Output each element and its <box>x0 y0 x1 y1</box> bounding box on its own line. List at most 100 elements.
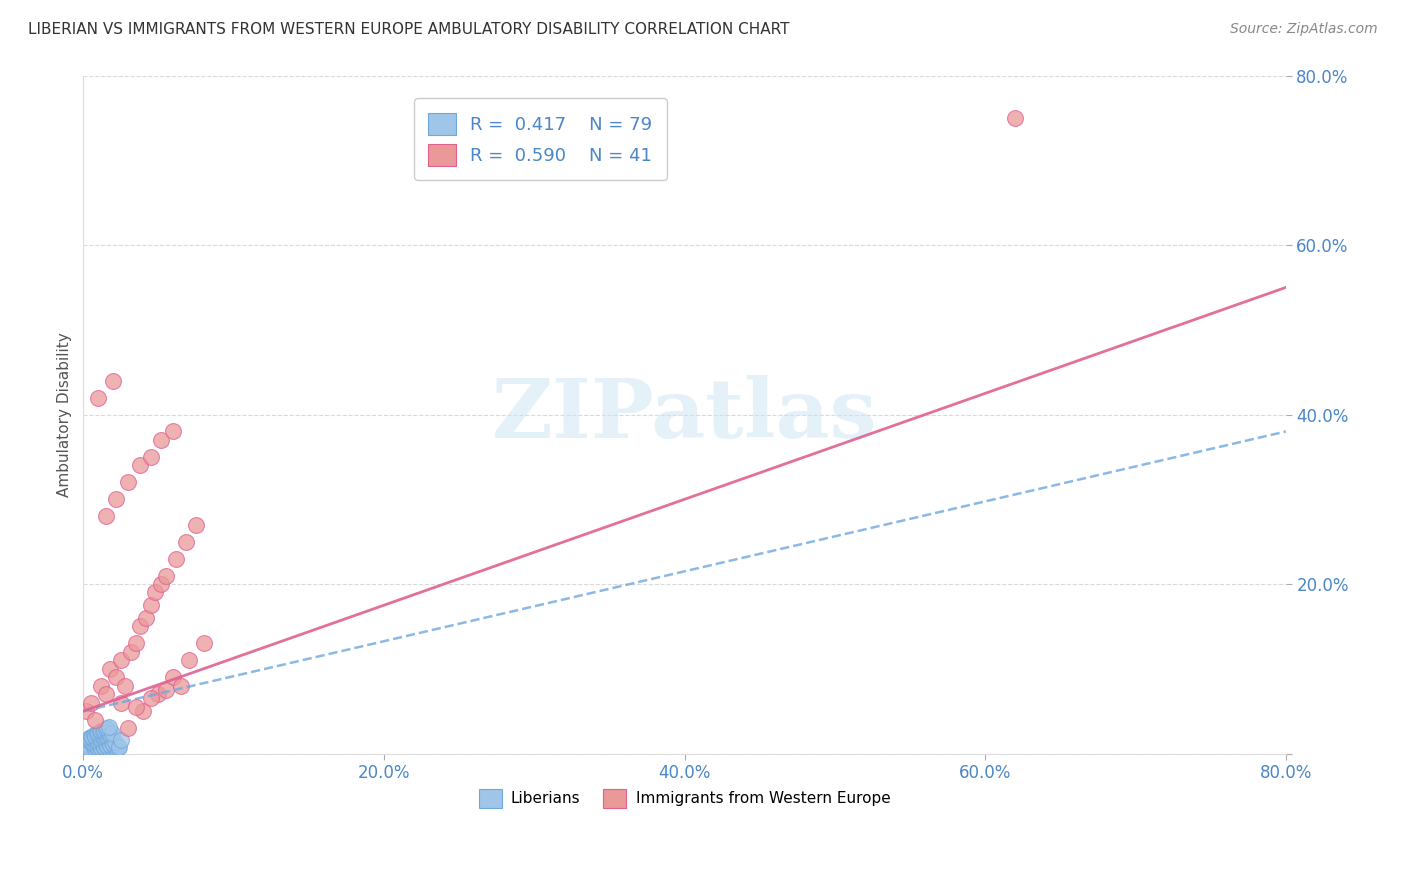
Legend: Liberians, Immigrants from Western Europe: Liberians, Immigrants from Western Europ… <box>472 783 897 814</box>
Point <box>94 722 117 736</box>
Point <box>103 374 125 388</box>
Point <box>94 687 117 701</box>
Point <box>177 653 200 667</box>
Point <box>108 739 131 754</box>
Point <box>129 458 152 473</box>
Point <box>84 744 107 758</box>
Point <box>170 679 193 693</box>
Point <box>86 739 108 754</box>
Point <box>79 731 101 746</box>
Point <box>90 732 112 747</box>
Point <box>104 740 127 755</box>
Point <box>110 653 132 667</box>
Point <box>105 670 128 684</box>
Point <box>103 737 125 751</box>
Point <box>1004 111 1026 125</box>
Point <box>75 742 97 756</box>
Point <box>79 741 101 756</box>
Point <box>91 723 114 738</box>
Point <box>89 733 111 747</box>
Point <box>84 742 107 756</box>
Point <box>155 682 177 697</box>
Y-axis label: Ambulatory Disability: Ambulatory Disability <box>58 332 72 497</box>
Point <box>104 734 127 748</box>
Point <box>83 738 105 752</box>
Point <box>135 611 157 625</box>
Point <box>98 744 121 758</box>
Point <box>89 725 111 739</box>
Point <box>87 740 110 755</box>
Point <box>155 568 177 582</box>
Text: LIBERIAN VS IMMIGRANTS FROM WESTERN EUROPE AMBULATORY DISABILITY CORRELATION CHA: LIBERIAN VS IMMIGRANTS FROM WESTERN EURO… <box>28 22 790 37</box>
Point <box>96 743 118 757</box>
Point <box>79 741 101 756</box>
Point <box>76 737 98 751</box>
Point <box>93 731 115 745</box>
Point <box>91 731 114 746</box>
Point <box>145 585 167 599</box>
Point <box>87 391 110 405</box>
Point <box>96 729 118 743</box>
Point <box>87 741 110 756</box>
Point <box>129 619 152 633</box>
Point <box>82 730 104 744</box>
Point <box>107 741 129 756</box>
Point <box>193 636 215 650</box>
Point <box>94 737 117 751</box>
Point <box>86 727 108 741</box>
Point <box>103 743 125 757</box>
Point <box>139 450 162 464</box>
Point <box>125 636 148 650</box>
Point <box>83 742 105 756</box>
Point <box>125 699 148 714</box>
Point <box>117 475 139 490</box>
Point <box>117 721 139 735</box>
Point <box>97 742 120 756</box>
Point <box>132 704 155 718</box>
Point <box>96 721 118 735</box>
Point <box>162 670 184 684</box>
Point <box>120 645 142 659</box>
Point <box>89 744 111 758</box>
Point <box>79 739 101 753</box>
Point <box>98 738 121 752</box>
Point <box>97 736 120 750</box>
Point <box>76 739 98 754</box>
Point <box>84 735 107 749</box>
Point <box>110 733 132 747</box>
Point <box>75 738 97 752</box>
Point <box>91 745 114 759</box>
Point <box>84 713 107 727</box>
Text: Source: ZipAtlas.com: Source: ZipAtlas.com <box>1230 22 1378 37</box>
Point <box>184 517 207 532</box>
Point <box>73 740 96 755</box>
Point <box>90 724 112 739</box>
Point <box>89 739 111 753</box>
Point <box>139 598 162 612</box>
Text: ZIPatlas: ZIPatlas <box>492 375 877 455</box>
Point <box>174 534 197 549</box>
Point <box>73 744 96 758</box>
Point <box>139 691 162 706</box>
Point <box>105 492 128 507</box>
Point <box>84 729 107 743</box>
Point <box>91 738 114 752</box>
Point <box>150 577 173 591</box>
Point <box>76 736 98 750</box>
Point <box>87 726 110 740</box>
Point <box>101 735 124 749</box>
Point <box>76 733 98 747</box>
Point <box>105 742 128 756</box>
Point <box>93 739 115 754</box>
Point <box>86 734 108 748</box>
Point <box>83 737 105 751</box>
Point <box>83 728 105 742</box>
Point <box>80 739 103 754</box>
Point <box>97 720 120 734</box>
Point <box>82 736 104 750</box>
Point <box>90 679 112 693</box>
Point <box>94 744 117 758</box>
Point <box>166 551 188 566</box>
Point <box>80 731 103 745</box>
Point <box>101 741 124 756</box>
